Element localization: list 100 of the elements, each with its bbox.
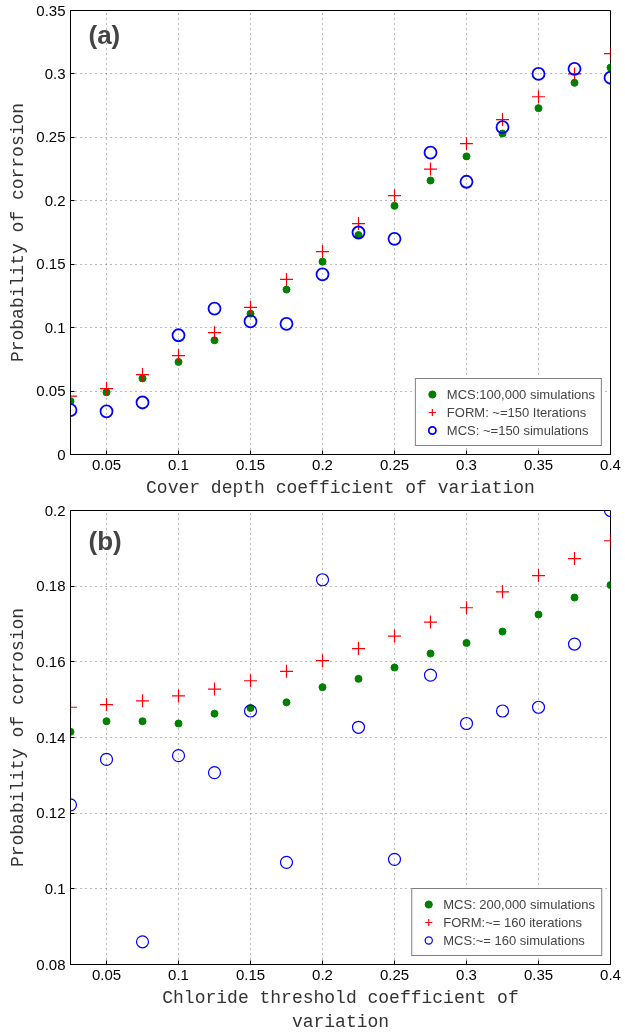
point [135, 693, 150, 708]
point [387, 852, 402, 866]
point [171, 688, 186, 703]
point [315, 244, 330, 259]
point [135, 395, 150, 410]
point [423, 615, 438, 630]
y-tick-label: 0.3 [44, 64, 66, 82]
point [570, 593, 579, 602]
point [387, 188, 402, 203]
point [459, 174, 474, 189]
annotation: (a) [88, 19, 121, 50]
y-tick-label: 0.1 [44, 879, 66, 897]
x-tick-label: 0.35 [523, 965, 554, 983]
point [423, 668, 438, 682]
point [390, 201, 399, 210]
point [495, 584, 510, 599]
point [318, 257, 327, 266]
x-tick-label: 0.3 [456, 965, 477, 983]
point [135, 367, 150, 382]
point [243, 300, 258, 315]
y-tick-label: 0.16 [36, 652, 66, 670]
point [243, 314, 258, 329]
point [99, 404, 114, 419]
point [351, 216, 366, 231]
point [99, 752, 114, 767]
point [315, 653, 330, 668]
x-tick-label: 0.15 [235, 455, 266, 473]
x-tick-label: 0.1 [168, 455, 189, 473]
point [531, 67, 546, 81]
y-tick-label: 0.25 [36, 128, 66, 146]
point [423, 161, 438, 177]
y-tick-label: 0.1 [44, 318, 66, 336]
y-tick-label: 0.15 [36, 255, 66, 273]
x-tick-label: 0.15 [235, 965, 266, 983]
point [282, 698, 291, 707]
point [171, 749, 186, 763]
point [570, 78, 579, 87]
point [171, 348, 186, 363]
point [567, 551, 582, 566]
point [138, 717, 147, 726]
point [354, 674, 363, 683]
y-tick-label: 0.12 [36, 804, 66, 822]
point [135, 935, 150, 949]
point [531, 700, 546, 714]
x-tick-label: 0.2 [312, 455, 333, 473]
y-tick-label: 0 [57, 445, 66, 463]
x-tick-label: 0.25 [379, 965, 410, 983]
y-tick-label: 0.18 [36, 577, 66, 595]
point [207, 325, 222, 340]
y-axis-title: Probability of corrosion [8, 607, 29, 868]
point [102, 717, 111, 726]
point [426, 176, 435, 185]
y-axis-title: Probability of corrosion [8, 102, 29, 363]
legend-label: MCS: ~=150 simulations [446, 421, 589, 439]
x-tick-label: 0.05 [91, 455, 122, 473]
point [210, 336, 219, 345]
point [282, 285, 291, 294]
x-tick-label: 0.4 [600, 455, 621, 473]
point [315, 267, 330, 282]
point [174, 719, 183, 728]
x-tick-label: 0.05 [91, 965, 122, 983]
point [351, 641, 366, 656]
point [279, 316, 294, 331]
point [207, 681, 222, 697]
legend-label: MCS:~= 160 simulations [443, 931, 585, 949]
point [531, 568, 546, 583]
point [243, 673, 258, 688]
point [462, 638, 471, 647]
annotation: (b) [88, 525, 122, 556]
x-tick-label: 0.4 [600, 965, 621, 983]
point [387, 231, 402, 246]
point [279, 272, 294, 287]
legend-label: FORM: ~=150 Iterations [446, 403, 587, 421]
y-tick-label: 0.05 [36, 382, 66, 400]
point [387, 629, 402, 644]
point [315, 573, 330, 587]
x-tick-label: 0.1 [168, 965, 189, 983]
legend-label: MCS: 200,000 simulations [443, 895, 595, 913]
point [459, 716, 474, 731]
point [210, 709, 219, 718]
point [459, 600, 474, 615]
point [495, 112, 510, 127]
point [279, 664, 294, 679]
x-axis-title: Cover depth coefficient of variation [146, 477, 535, 498]
point [531, 89, 546, 104]
point [567, 66, 582, 82]
point [318, 683, 327, 692]
point [423, 145, 438, 160]
point [207, 766, 222, 780]
point [243, 704, 258, 718]
point [495, 120, 510, 135]
point [534, 104, 543, 113]
x-tick-label: 0.3 [456, 455, 477, 473]
point [390, 663, 399, 672]
point [426, 649, 435, 658]
point [279, 855, 294, 869]
x-axis-title: Chloride threshold coefficient of variation [162, 987, 519, 1032]
y-tick-label: 0.08 [36, 955, 66, 973]
point [459, 136, 474, 151]
point [351, 720, 366, 734]
